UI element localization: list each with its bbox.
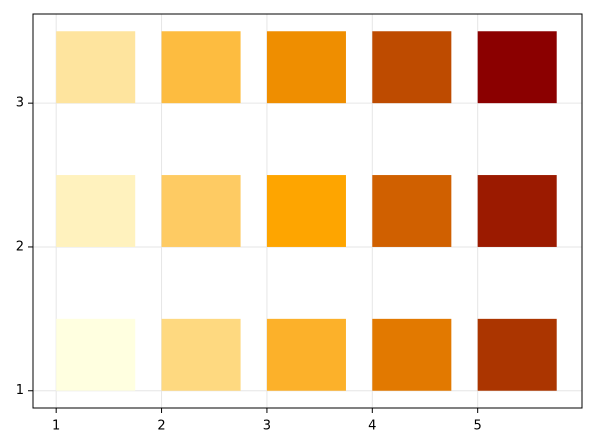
- y-tick-label: 3: [16, 96, 24, 111]
- rect: [56, 175, 136, 247]
- x-tick-label: 3: [263, 419, 271, 434]
- rect: [266, 318, 346, 391]
- rect: [266, 175, 346, 247]
- rect: [477, 31, 557, 104]
- rect: [266, 31, 346, 104]
- y-tick-label: 1: [16, 383, 24, 398]
- rect: [161, 175, 241, 247]
- rect: [372, 175, 452, 247]
- rect: [56, 31, 136, 104]
- rect: [477, 318, 557, 391]
- rect: [372, 318, 452, 391]
- x-tick-label: 2: [157, 419, 165, 434]
- rect: [372, 31, 452, 104]
- x-tick-label: 1: [52, 419, 60, 434]
- rect: [161, 318, 241, 391]
- x-tick-label: 5: [474, 419, 482, 434]
- rect: [56, 318, 136, 391]
- y-tick-label: 2: [16, 239, 24, 254]
- x-tick-label: 4: [368, 419, 376, 434]
- plot-frame: [32, 13, 583, 409]
- rect: [161, 31, 241, 104]
- rect: [477, 175, 557, 247]
